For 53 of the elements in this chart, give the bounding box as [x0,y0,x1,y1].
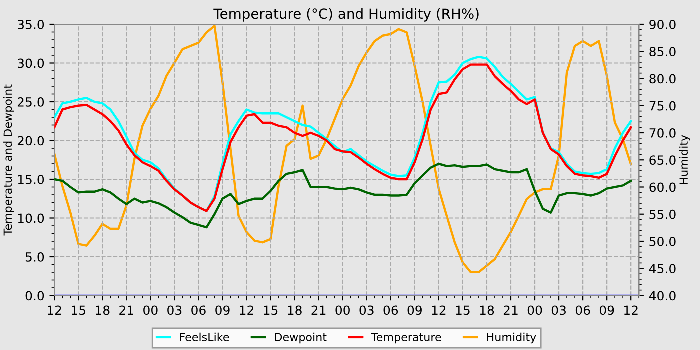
y2-tick-label: 55.0 [650,210,676,220]
legend-label: FeelsLike [180,332,230,342]
x-tick-label: 03 [168,306,182,316]
y2-tick-label: 70.0 [650,128,676,138]
legend-label: Humidity [487,332,536,344]
x-tick-label: 21 [504,306,518,315]
legend-label: Temperature [371,333,442,344]
x-tick-label: 00 [528,306,542,316]
x-tick-label: 00 [336,306,350,316]
x-tick-label: 06 [576,306,590,316]
x-tick-label: 18 [480,306,494,316]
y-tick-label: 20.0 [18,136,44,146]
x-tick-label: 03 [360,306,374,316]
legend-label: Dewpoint [275,332,327,344]
y2-tick-label: 65.0 [650,156,676,166]
y2-tick-label: 80.0 [650,74,676,84]
x-tick-label: 00 [144,306,158,316]
x-tick-label: 18 [288,306,302,316]
x-tick-label: 12 [624,306,638,315]
y-tick-label: 0.0 [26,291,44,301]
y-tick-label: 15.0 [18,174,44,184]
x-tick-label: 21 [312,306,326,315]
x-tick-label: 09 [408,306,422,316]
x-tick-label: 09 [600,306,614,316]
x-tick-label: 18 [96,306,110,316]
x-tick-label: 06 [192,306,206,316]
y2-tick-label: 75.0 [650,101,676,111]
y-axis-title: Temperature and Dewpoint [4,84,14,236]
y2-tick-label: 50.0 [650,236,676,246]
y2-tick-label: 40.0 [649,291,676,301]
x-tick-label: 15 [456,306,470,316]
x-tick-label: 12 [432,306,446,315]
y2-tick-label: 85.0 [650,47,676,57]
y-tick-label: 5.0 [26,252,44,262]
y2-tick-label: 60.0 [650,182,676,192]
y2-tick-label: 90.0 [650,20,676,30]
x-tick-label: 12 [240,306,254,315]
line-series [54,162,632,229]
y-tick-label: 10.0 [18,214,44,224]
x-tick-label: 15 [264,306,278,316]
chart-title: Temperature (°C) and Humidity (RH%) [214,8,479,22]
y-tick-label: 35.0 [18,20,44,30]
x-tick-label: 09 [216,306,230,316]
x-tick-label: 12 [48,306,62,315]
line-series [54,25,632,274]
y-tick-label: 25.0 [18,97,44,107]
y2-axis-title: Humidity [679,135,690,184]
x-tick-label: 21 [120,306,134,315]
x-tick-label: 06 [384,306,398,316]
x-tick-label: 03 [552,306,566,316]
y-tick-label: 30.0 [18,58,44,68]
x-tick-label: 15 [72,306,86,316]
y2-tick-label: 45.0 [649,264,676,274]
